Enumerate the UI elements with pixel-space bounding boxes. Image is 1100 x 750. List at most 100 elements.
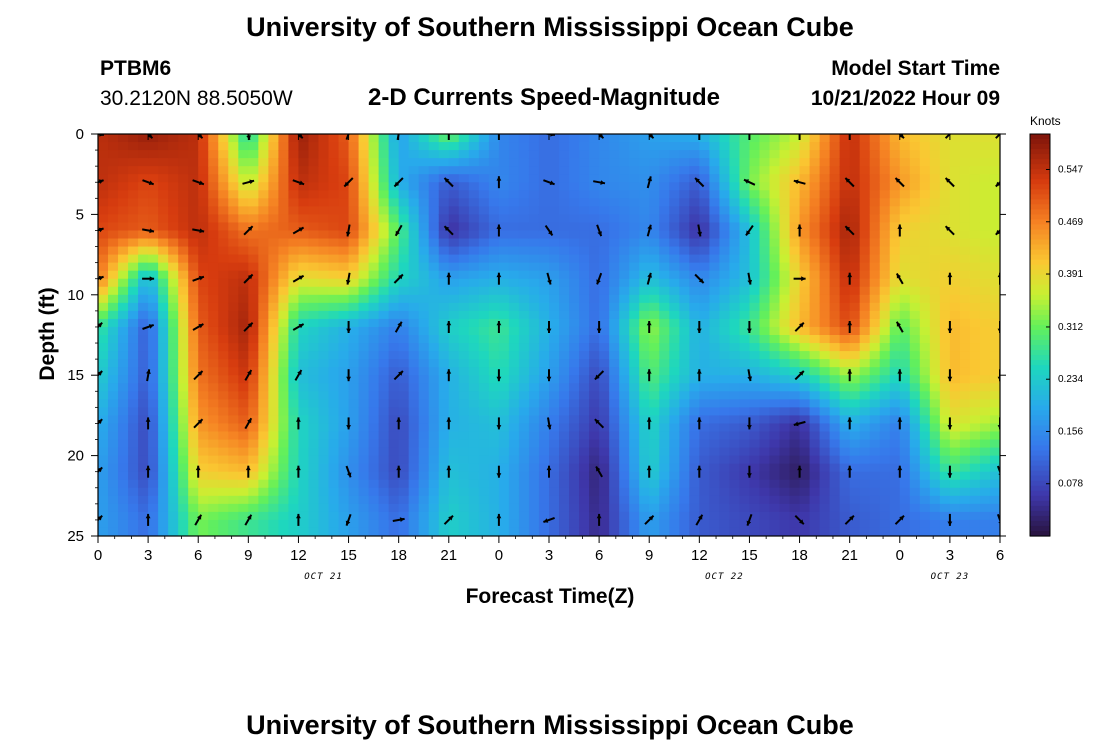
heatmap-cell bbox=[408, 246, 420, 256]
heatmap-cell bbox=[729, 479, 741, 489]
heatmap-cell bbox=[268, 383, 279, 392]
heatmap-cell bbox=[298, 318, 310, 328]
heatmap-cell bbox=[799, 415, 811, 425]
heatmap-cell bbox=[579, 399, 590, 408]
heatmap-cell bbox=[639, 134, 650, 143]
heatmap-cell bbox=[609, 214, 620, 224]
heatmap-cell bbox=[649, 439, 660, 449]
heatmap-cell bbox=[679, 383, 690, 392]
heatmap-cell bbox=[609, 343, 620, 352]
heatmap-cell bbox=[488, 375, 500, 384]
heatmap-cell bbox=[438, 399, 450, 408]
heatmap-cell bbox=[148, 142, 159, 151]
heatmap-cell bbox=[168, 206, 179, 215]
heatmap-cell bbox=[388, 511, 400, 521]
current-arrow bbox=[346, 321, 351, 333]
heatmap-cell bbox=[949, 511, 961, 521]
heatmap-cell bbox=[298, 198, 310, 207]
heatmap-cell bbox=[208, 294, 219, 304]
heatmap-cell bbox=[278, 471, 290, 481]
heatmap-cell bbox=[328, 447, 340, 457]
heatmap-cell bbox=[629, 214, 640, 224]
heatmap-cell bbox=[719, 174, 730, 183]
heatmap-cell bbox=[569, 158, 580, 167]
heatmap-cell bbox=[298, 206, 310, 215]
heatmap-cell bbox=[639, 399, 650, 408]
heatmap-cell bbox=[589, 335, 600, 344]
heatmap-cell bbox=[538, 158, 550, 167]
heatmap-cell bbox=[929, 174, 941, 183]
heatmap-cell bbox=[899, 375, 911, 384]
heatmap-cell bbox=[869, 238, 881, 248]
heatmap-cell bbox=[128, 206, 139, 215]
heatmap-cell bbox=[388, 471, 400, 481]
heatmap-cell bbox=[789, 262, 801, 272]
heatmap-cell bbox=[498, 439, 510, 449]
heatmap-cell bbox=[198, 375, 209, 384]
heatmap-cell bbox=[168, 399, 179, 408]
heatmap-cell bbox=[328, 383, 340, 392]
heatmap-cell bbox=[98, 351, 109, 360]
heatmap-cell bbox=[298, 214, 310, 224]
heatmap-cell bbox=[268, 367, 279, 376]
heatmap-cell bbox=[749, 503, 761, 513]
heatmap-cell bbox=[248, 407, 259, 416]
heatmap-cell bbox=[458, 519, 470, 529]
heatmap-cell bbox=[218, 230, 229, 240]
heatmap-cell bbox=[589, 318, 600, 328]
heatmap-cell bbox=[549, 335, 560, 344]
heatmap-cell bbox=[218, 479, 229, 489]
heatmap-cell bbox=[789, 471, 801, 481]
heatmap-cell bbox=[799, 174, 811, 183]
heatmap-cell bbox=[669, 198, 680, 207]
heatmap-cell bbox=[799, 479, 811, 489]
heatmap-cell bbox=[609, 246, 620, 256]
heatmap-cell bbox=[899, 359, 911, 368]
heatmap-cell bbox=[759, 246, 771, 256]
colorbar-segment bbox=[1030, 385, 1050, 391]
heatmap-cell bbox=[679, 294, 690, 304]
heatmap-cell bbox=[438, 318, 450, 328]
x-tick-label: 15 bbox=[741, 547, 758, 564]
heatmap-cell bbox=[178, 150, 189, 159]
heatmap-cell bbox=[949, 407, 961, 416]
heatmap-cell bbox=[248, 495, 259, 505]
heatmap-cell bbox=[298, 479, 310, 489]
heatmap-cell bbox=[929, 262, 941, 272]
heatmap-cell bbox=[338, 407, 350, 416]
heatmap-cell bbox=[679, 286, 690, 296]
heatmap-cell bbox=[639, 238, 650, 248]
heatmap-cell bbox=[378, 294, 390, 304]
heatmap-cell bbox=[288, 150, 300, 159]
heatmap-cell bbox=[398, 134, 410, 143]
heatmap-cell bbox=[398, 246, 410, 256]
heatmap-cell bbox=[208, 254, 219, 264]
current-arrow bbox=[597, 134, 605, 139]
heatmap-cell bbox=[378, 174, 390, 183]
heatmap-cell bbox=[699, 383, 710, 392]
heatmap-cell bbox=[969, 142, 981, 151]
heatmap-cell bbox=[819, 286, 831, 296]
heatmap-cell bbox=[579, 343, 590, 352]
heatmap-cell bbox=[198, 407, 209, 416]
heatmap-cell bbox=[959, 286, 971, 296]
heatmap-cell bbox=[629, 278, 640, 288]
heatmap-cell bbox=[769, 270, 781, 280]
heatmap-cell bbox=[288, 214, 300, 224]
heatmap-cell bbox=[188, 142, 199, 151]
heatmap-cell bbox=[238, 166, 249, 175]
heatmap-cell bbox=[98, 206, 109, 215]
heatmap-cell bbox=[629, 335, 640, 344]
heatmap-cell bbox=[118, 246, 129, 256]
heatmap-cell bbox=[849, 222, 861, 232]
heatmap-cell bbox=[929, 230, 941, 240]
heatmap-cell bbox=[538, 142, 550, 151]
heatmap-cell bbox=[639, 367, 650, 376]
heatmap-cell bbox=[478, 150, 490, 159]
colorbar-segment bbox=[1030, 485, 1050, 492]
heatmap-cell bbox=[599, 238, 610, 248]
x-tick-label: 9 bbox=[645, 547, 653, 564]
heatmap-cell bbox=[759, 134, 771, 143]
heatmap-cell bbox=[779, 423, 791, 433]
heatmap-cell bbox=[899, 222, 911, 232]
